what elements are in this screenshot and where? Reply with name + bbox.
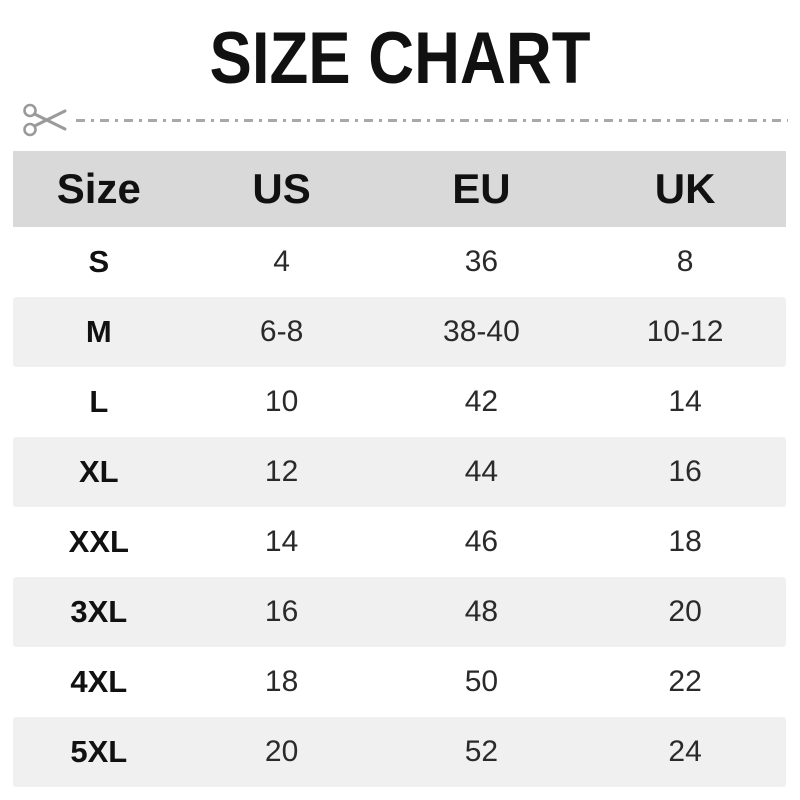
cell-size: 4XL (70, 664, 128, 699)
table-row-s: S 4 36 8 (13, 227, 786, 297)
cell-eu: 48 (464, 595, 499, 628)
cell-eu: 46 (464, 525, 499, 558)
table-row-xl: XL 12 44 16 (13, 437, 786, 507)
table-row-l: L 10 42 14 (13, 367, 786, 437)
scissors-icon (23, 103, 67, 137)
cell-uk: 14 (668, 385, 702, 418)
cell-us: 18 (264, 665, 299, 698)
cell-size: M (85, 314, 112, 349)
column-header-uk: UK (654, 165, 716, 212)
table-row-4xl: 4XL 18 50 22 (13, 647, 786, 717)
cell-size: XXL (68, 524, 129, 559)
cell-size: XL (78, 454, 119, 489)
cell-us: 10 (264, 385, 299, 418)
table-row-m: M 6-8 38-40 10-12 (13, 297, 786, 367)
cell-eu: 44 (464, 455, 499, 488)
cell-uk: 18 (668, 525, 702, 558)
cell-us: 6-8 (259, 315, 304, 348)
column-header-size: Size (56, 165, 141, 212)
cell-uk: 10-12 (646, 315, 724, 348)
cell-eu: 50 (464, 665, 499, 698)
cell-uk: 8 (676, 245, 694, 278)
cell-eu: 52 (464, 735, 499, 768)
cell-us: 14 (264, 525, 299, 558)
table-row-xxl: XXL 14 46 18 (13, 507, 786, 577)
cell-uk: 22 (668, 665, 702, 698)
column-header-eu: EU (452, 165, 511, 212)
cut-here-divider (0, 100, 800, 140)
cell-us: 12 (264, 455, 299, 488)
cell-size: L (89, 384, 109, 419)
table-header-row: Size US EU UK (13, 151, 786, 227)
cell-eu: 36 (464, 245, 499, 278)
cell-us: 16 (264, 595, 299, 628)
cell-size: 5XL (70, 734, 128, 769)
cell-size: 3XL (70, 594, 128, 629)
cell-size: S (88, 244, 110, 279)
page-title: SIZE CHART (209, 18, 591, 99)
cell-uk: 16 (668, 455, 702, 488)
cell-eu: 38-40 (443, 315, 520, 348)
cell-us: 20 (264, 735, 299, 768)
cell-uk: 20 (668, 595, 702, 628)
table-row-3xl: 3XL 16 48 20 (13, 577, 786, 647)
cell-uk: 24 (668, 735, 702, 768)
size-table: Size US EU UK S 4 36 8 M 6-8 38-40 10-12… (13, 151, 786, 787)
table-row-5xl: 5XL 20 52 24 (13, 717, 786, 787)
cell-eu: 42 (464, 385, 499, 418)
cell-us: 4 (273, 245, 290, 278)
dashed-cut-line (76, 118, 788, 122)
column-header-us: US (252, 165, 311, 212)
